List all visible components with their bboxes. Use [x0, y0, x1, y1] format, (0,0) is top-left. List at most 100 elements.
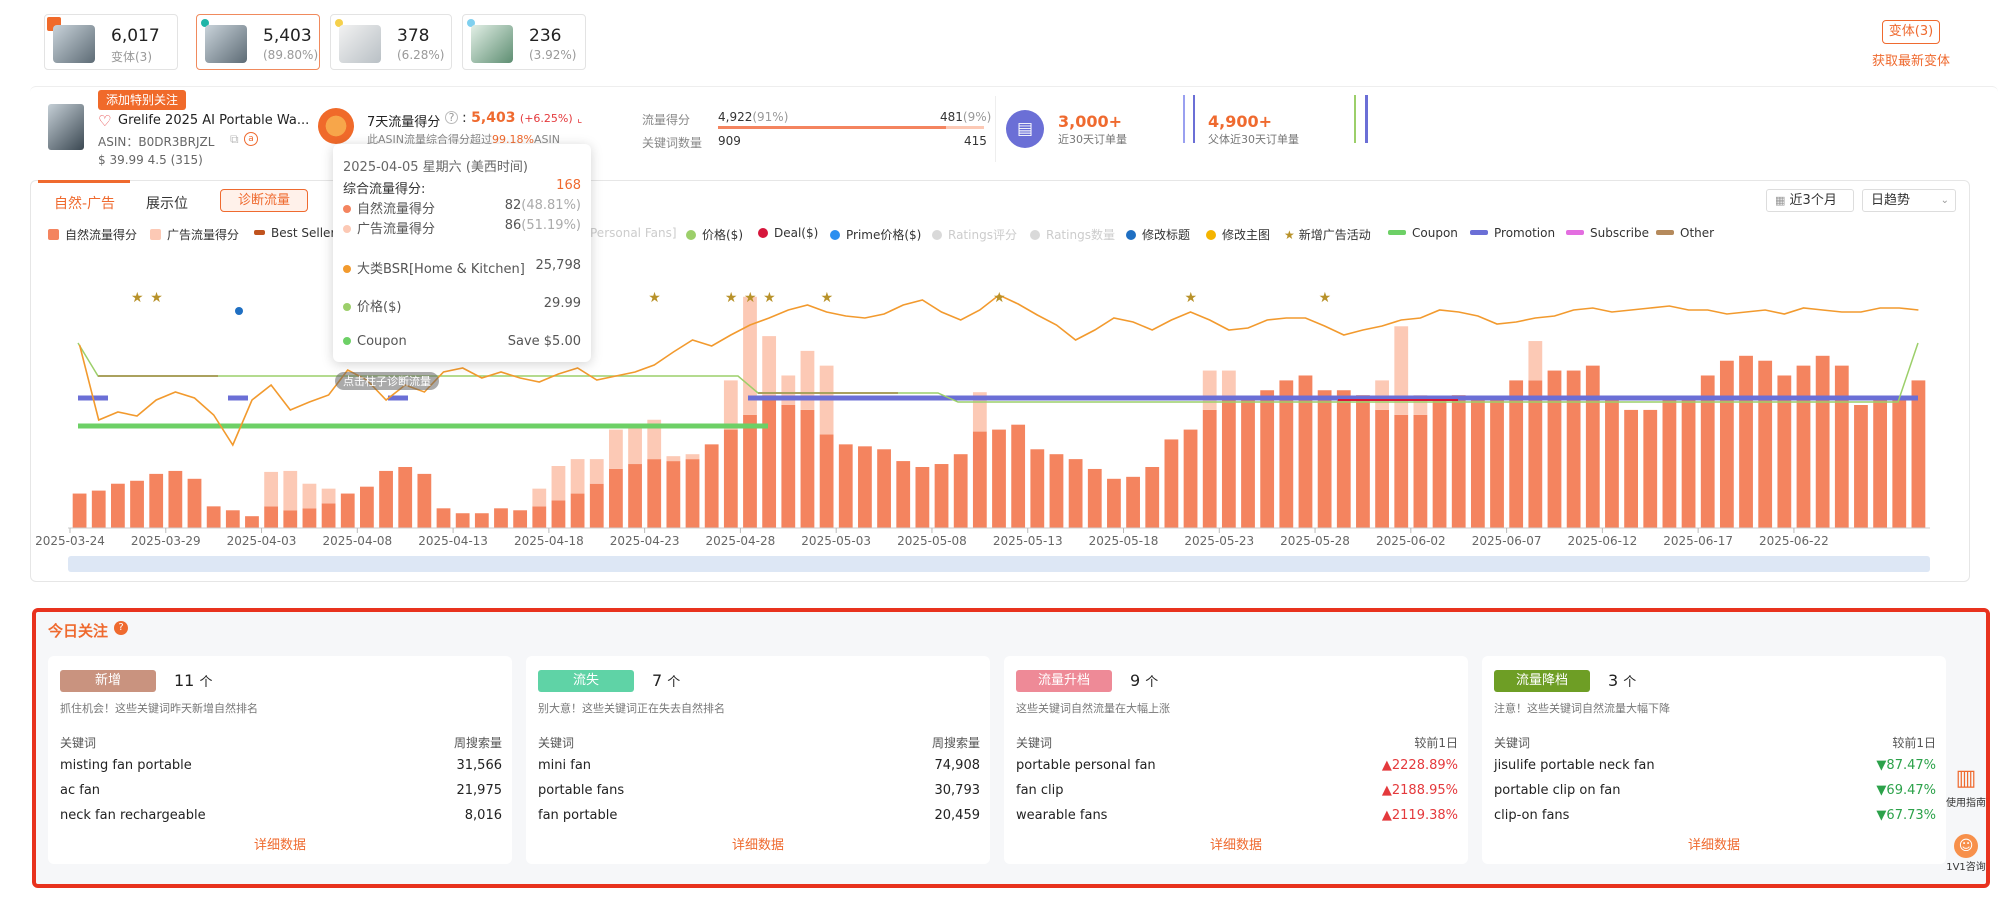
- tooltip-coupon-row: Coupon Save $5.00: [343, 334, 581, 352]
- keyword-link[interactable]: fan portable: [538, 808, 618, 823]
- diagnose-traffic-button[interactable]: 诊断流量: [220, 189, 308, 212]
- tooltip-natural-row: 自然流量得分 82(48.81%): [343, 198, 581, 217]
- keywords-left-value: 909: [718, 134, 741, 148]
- product-price: $ 39.99: [98, 153, 144, 167]
- tooltip-ad-label: 广告流量得分: [357, 222, 436, 237]
- legend-new-ad-campaign[interactable]: ★ 新增广告活动: [1284, 226, 1371, 243]
- amazon-icon[interactable]: a: [244, 132, 258, 146]
- focus-description: 这些关键词自然流量在大幅上涨: [1016, 702, 1170, 715]
- variant-count-button[interactable]: 变体(3): [1882, 20, 1940, 44]
- legend-label: Best Seller: [271, 226, 336, 240]
- keyword-link[interactable]: misting fan portable: [60, 758, 192, 773]
- legend-natural[interactable]: 自然流量得分: [48, 226, 137, 243]
- legend-deal[interactable]: Deal($): [758, 226, 818, 240]
- variant-tile-3[interactable]: 236 (3.92%): [462, 14, 586, 70]
- focus-count: 9 个: [1130, 671, 1158, 690]
- keyword-metric: ▼67.73%: [1876, 808, 1936, 823]
- keyword-link[interactable]: mini fan: [538, 758, 592, 773]
- keyword-link[interactable]: clip-on fans: [1494, 808, 1570, 823]
- variant-count: 378: [397, 26, 430, 46]
- legend-promotion[interactable]: Promotion: [1470, 226, 1555, 240]
- legend-ratings-score[interactable]: Ratings评分: [932, 226, 1017, 243]
- legend-other[interactable]: Other: [1656, 226, 1714, 240]
- focus-count-unit: 个: [1623, 675, 1637, 690]
- tooltip-ad-num: 86: [504, 218, 522, 233]
- special-follow-tag[interactable]: 添加特别关注: [98, 90, 187, 110]
- legend-swatch: [1470, 230, 1488, 235]
- copy-icon[interactable]: ⧉: [230, 132, 239, 146]
- legend-label: Personal Fans]: [590, 226, 677, 240]
- variant-count: 6,017: [111, 26, 160, 46]
- keyword-metric: 30,793: [934, 783, 981, 798]
- legend-swatch: [1388, 230, 1406, 235]
- legend-coupon[interactable]: Coupon: [1388, 226, 1458, 240]
- keyword-link[interactable]: portable clip on fan: [1494, 783, 1621, 798]
- product-image: [48, 104, 84, 150]
- divider: [995, 96, 996, 162]
- product-thumbnail: [205, 25, 247, 63]
- legend-edit-title[interactable]: 修改标题: [1126, 226, 1190, 243]
- variant-tile-2[interactable]: 378 (6.28%): [330, 14, 452, 70]
- keyword-metric: ▲2119.38%: [1381, 808, 1458, 823]
- focus-count-num: 11: [174, 671, 195, 690]
- usage-guide-button[interactable]: ▥ 使用指南: [1944, 766, 1988, 826]
- legend-swatch: [48, 229, 59, 240]
- keyword-link[interactable]: ac fan: [60, 783, 101, 798]
- legend-best-seller[interactable]: Best Seller: [254, 226, 335, 240]
- detail-data-link[interactable]: 详细数据: [1687, 838, 1740, 853]
- focus-badge: 流量降档: [1494, 670, 1590, 692]
- legend-price[interactable]: 价格($): [686, 226, 743, 243]
- keyword-link[interactable]: portable fans: [538, 783, 625, 798]
- split-right-num: 481: [940, 110, 963, 124]
- focus-count-unit: 个: [199, 675, 213, 690]
- legend-label: Ratings评分: [948, 228, 1017, 242]
- product-rating: 4.5: [147, 153, 167, 167]
- help-icon[interactable]: ?: [445, 111, 458, 124]
- focus-badge: 新增: [60, 670, 156, 692]
- keyword-link[interactable]: portable personal fan: [1016, 758, 1156, 773]
- keyword-metric: ▲2188.95%: [1381, 783, 1458, 798]
- parent-orders-30d-label: 父体近30天订单量: [1208, 133, 1299, 146]
- heart-icon[interactable]: ♡: [98, 112, 112, 130]
- legend-edit-image[interactable]: 修改主图: [1206, 226, 1270, 243]
- tab-natural-ad[interactable]: 自然-广告: [54, 196, 116, 212]
- legend-prime-price[interactable]: Prime价格($): [830, 226, 921, 243]
- legend-subscribe[interactable]: Subscribe: [1566, 226, 1649, 240]
- keyword-link[interactable]: wearable fans: [1016, 808, 1108, 823]
- split-left-value: 4,922(91%): [718, 110, 788, 124]
- variant-sub: (3.92%): [529, 48, 577, 62]
- parent-orders-30d: 4,900+: [1208, 112, 1273, 131]
- tooltip-ad-row: 广告流量得分 86(51.19%): [343, 218, 581, 237]
- focus-count: 3 个: [1608, 671, 1636, 690]
- ad-dot-icon: [343, 225, 351, 233]
- legend-ad[interactable]: 广告流量得分: [150, 226, 239, 243]
- keyword-link[interactable]: neck fan rechargeable: [60, 808, 206, 823]
- granularity-select[interactable]: 日趋势 ⌄: [1862, 189, 1956, 212]
- detail-data-link[interactable]: 详细数据: [253, 838, 306, 853]
- tooltip-coupon-label: Coupon: [357, 334, 407, 349]
- legend-dot: [686, 230, 696, 240]
- product-title[interactable]: Grelife 2025 AI Portable Wa...: [118, 113, 310, 128]
- variant-tile-0[interactable]: 6,017 变体(3): [44, 14, 178, 70]
- fetch-latest-variants-link[interactable]: 获取最新变体: [1872, 54, 1951, 69]
- legend-ratings-count[interactable]: Ratings数量: [1030, 226, 1115, 243]
- focus-count-num: 9: [1130, 671, 1141, 690]
- variant-tile-1[interactable]: 5,403 (89.80%): [196, 14, 320, 70]
- granularity-value: 日趋势: [1871, 193, 1911, 208]
- detail-data-link[interactable]: 详细数据: [731, 838, 784, 853]
- consult-button[interactable]: ☺ 1V1咨询: [1944, 834, 1988, 894]
- tab-underline: [38, 180, 130, 183]
- keyword-link[interactable]: jisulife portable neck fan: [1494, 758, 1655, 773]
- focus-count-num: 3: [1608, 671, 1619, 690]
- date-range-select[interactable]: ▦ 近3个月: [1766, 189, 1854, 212]
- natural-dot-icon: [343, 205, 351, 213]
- legend-personal-fans[interactable]: Personal Fans]: [590, 226, 677, 240]
- detail-data-link[interactable]: 详细数据: [1209, 838, 1262, 853]
- price-dot-icon: [343, 303, 351, 311]
- help-icon[interactable]: ?: [114, 621, 128, 635]
- column-header-value: 较前1日: [1414, 736, 1458, 750]
- tab-placement[interactable]: 展示位: [146, 196, 188, 212]
- tooltip-price-row: 价格($) 29.99: [343, 296, 581, 315]
- keyword-link[interactable]: fan clip: [1016, 783, 1064, 798]
- tooltip-price-value: 29.99: [543, 296, 581, 311]
